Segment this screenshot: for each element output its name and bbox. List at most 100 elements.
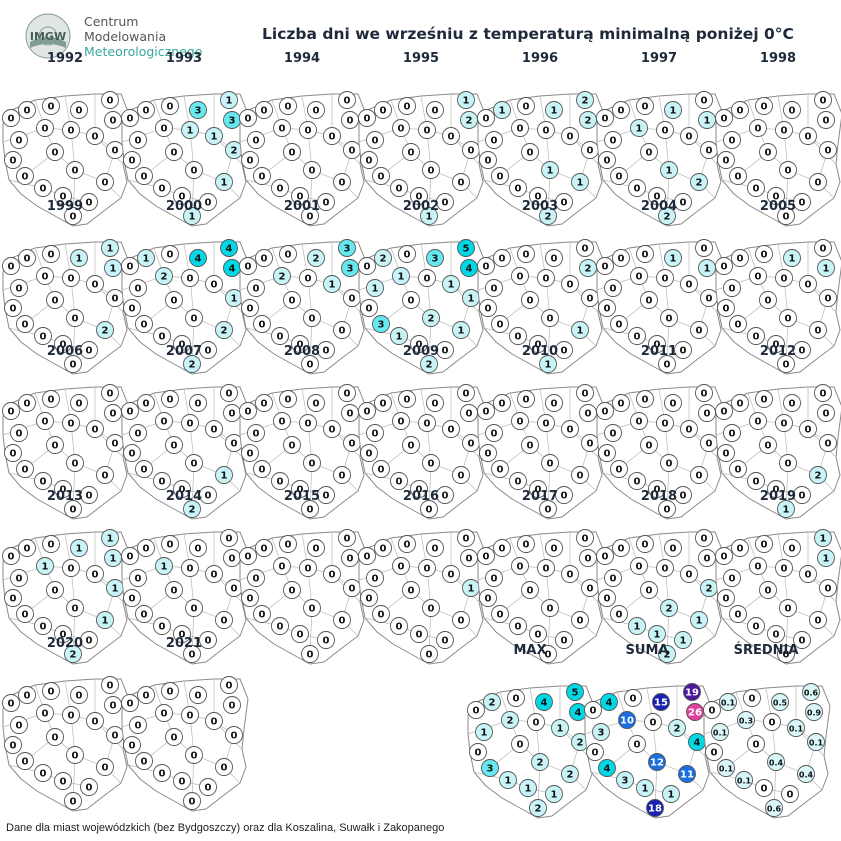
station-value: 0 [686, 570, 693, 581]
station-marker [452, 466, 470, 484]
station-marker [596, 257, 614, 275]
region-border [291, 589, 359, 637]
station-value: 0 [696, 471, 703, 482]
station-value: 0 [127, 407, 134, 418]
logo-line-3: Meteorologicznego [84, 44, 203, 59]
station-value: 2 [189, 505, 196, 516]
station-value: 0 [483, 407, 490, 418]
station-value: 0 [424, 126, 431, 137]
station-value: 0 [159, 622, 166, 633]
station-marker [291, 480, 309, 498]
station-value: 0 [783, 650, 790, 661]
station-value: 0 [110, 409, 117, 420]
region-border [450, 532, 472, 621]
station-marker [779, 454, 797, 472]
station-marker [743, 689, 761, 707]
station-value: 0 [143, 691, 150, 702]
station-marker [507, 689, 525, 707]
station-value: 0 [799, 491, 806, 502]
station-marker [809, 466, 827, 484]
station-marker [729, 315, 747, 333]
station-value: 2 [380, 254, 387, 265]
station-marker [410, 335, 428, 353]
station-value: 0 [68, 419, 75, 430]
station-marker [333, 466, 351, 484]
station-marker [155, 704, 173, 722]
station-value: 0 [372, 136, 379, 147]
station-marker [215, 611, 233, 629]
station-marker [46, 581, 64, 599]
station-value: 0 [773, 340, 780, 351]
station-value: 2 [674, 724, 681, 735]
station-value: 0 [112, 731, 119, 742]
station-marker [656, 559, 674, 577]
station-value: 0 [618, 544, 625, 555]
station-marker [2, 109, 20, 127]
station-marker [291, 625, 309, 643]
station-value: 0 [428, 166, 435, 177]
station-value: 0 [711, 748, 718, 759]
station-marker [561, 127, 579, 145]
station-marker [555, 193, 573, 211]
station-marker [299, 269, 317, 287]
station-marker [660, 309, 678, 327]
station-marker [358, 402, 376, 420]
station-value: 0 [577, 616, 584, 627]
station-value: 0 [426, 505, 433, 516]
station-value: 1 [448, 280, 455, 291]
station-value: 0 [547, 459, 554, 470]
station-value: 0 [592, 748, 599, 759]
station-value: 0 [543, 274, 550, 285]
station-value: 0.4 [799, 771, 814, 780]
station-value: 0 [191, 751, 198, 762]
panel-label: 2003 [522, 199, 558, 214]
station-marker [161, 245, 179, 263]
station-marker [70, 539, 88, 557]
station-marker [442, 420, 460, 438]
station-value: 0 [159, 332, 166, 343]
station-value: 0 [179, 192, 186, 203]
station-value: 0 [783, 212, 790, 223]
station-value: 0 [313, 399, 320, 410]
station-value: 0 [195, 691, 202, 702]
station-marker [372, 605, 390, 623]
station-marker [18, 686, 36, 704]
station-value: 0 [76, 399, 83, 410]
station-marker [485, 279, 503, 297]
station-value: 0 [704, 409, 711, 420]
region-border [291, 151, 359, 199]
station-value: 0 [604, 594, 611, 605]
station-marker [719, 693, 737, 711]
station-marker [422, 161, 440, 179]
station-value: 0 [634, 477, 641, 488]
station-value: 0 [636, 562, 643, 573]
station-marker [220, 529, 238, 547]
station-value: 0 [313, 544, 320, 555]
station-value: 0 [701, 534, 708, 545]
station-marker [777, 355, 795, 373]
station-value: 0 [587, 294, 594, 305]
station-marker [775, 559, 793, 577]
station-marker [809, 173, 827, 191]
station-value: 0 [680, 346, 687, 357]
imgw-logo: IMGW Centrum Modelowania Meteorologiczne… [18, 10, 228, 66]
station-marker [420, 207, 438, 225]
station-marker [551, 719, 569, 737]
station-marker [253, 315, 271, 333]
station-marker [54, 335, 72, 353]
station-marker [101, 676, 119, 694]
station-marker [137, 686, 155, 704]
station-value: 0 [666, 314, 673, 325]
station-marker [36, 267, 54, 285]
station-marker [596, 402, 614, 420]
station-value: 0 [448, 570, 455, 581]
station-marker [723, 279, 741, 297]
region-border [301, 388, 313, 510]
station-marker [598, 151, 616, 169]
station-value: 0 [135, 284, 142, 295]
station-value: 0 [247, 594, 254, 605]
station-marker [797, 765, 815, 783]
station-value: 0 [245, 114, 252, 125]
station-value: 0 [551, 544, 558, 555]
